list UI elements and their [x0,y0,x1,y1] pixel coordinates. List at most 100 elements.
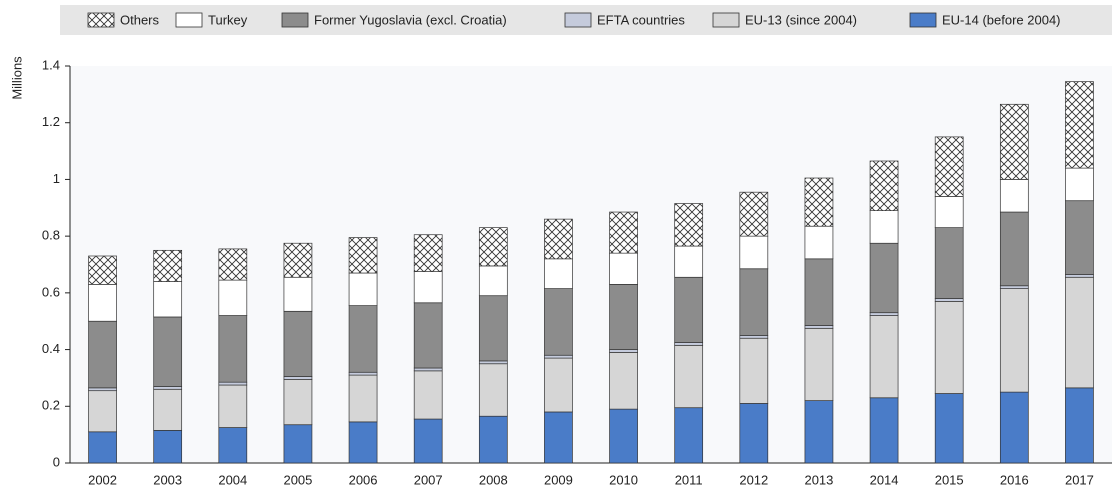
y-tick-label: 1.2 [42,114,60,129]
bar-segment [218,315,248,383]
bar-segment [934,196,964,228]
bar-segment [348,305,378,373]
bar-segment [674,407,704,464]
bar-segment [478,295,508,362]
bar-segment [674,245,704,278]
bar-segment [544,288,573,356]
bar-segment [478,360,508,365]
bar-segment [934,227,964,299]
bar-segment [478,415,508,464]
y-tick-label: 0 [53,454,60,469]
x-tick-label: 2012 [739,472,768,487]
bar-segment [348,237,378,274]
bar-segment [348,272,378,306]
bar-segment [934,393,964,464]
bar-segment [739,235,769,270]
legend-label: EFTA countries [597,12,685,27]
x-tick-label: 2003 [153,472,182,487]
legend-label: Former Yugoslavia (excl. Croatia) [314,12,507,27]
bar-segment [283,378,313,426]
bar-segment [999,285,1029,289]
bar-segment [283,376,313,380]
y-tick-label: 0.6 [42,284,60,299]
bar-segment [674,342,704,346]
bar-segment [413,367,443,372]
bar-segment [88,431,117,464]
legend-swatch [564,12,592,28]
bar-segment [153,430,183,464]
bar-segment [674,344,704,409]
bar-segment [153,388,183,431]
bar-segment [544,354,573,359]
bar-segment [999,288,1029,393]
bar-segment [218,381,248,386]
y-tick-label: 0.2 [42,398,60,413]
legend-label: Turkey [208,12,248,27]
bar-segment [1065,81,1094,169]
x-tick-label: 2017 [1065,472,1094,487]
bar-segment [283,424,313,464]
bar-segment [999,211,1029,287]
bar-segment [999,391,1029,464]
bar-segment [218,384,248,428]
legend-swatch [175,12,203,28]
x-tick-label: 2016 [1000,472,1029,487]
bar-segment [478,227,508,267]
bar-segment [413,271,443,304]
bar-segment [804,225,834,260]
x-tick-label: 2006 [349,472,378,487]
bar-segment [739,337,769,404]
x-tick-label: 2008 [479,472,508,487]
bar-segment [869,397,899,464]
x-tick-label: 2007 [414,472,443,487]
x-tick-label: 2010 [609,472,638,487]
bar-segment [218,279,248,316]
bar-segment [544,258,573,289]
y-tick-label: 0.8 [42,228,60,243]
bar-segment [869,315,899,399]
bar-segment [609,211,638,254]
x-tick-label: 2015 [935,472,964,487]
bar-segment [153,249,183,282]
bar-segment [999,103,1029,180]
bar-segment [609,284,638,350]
bar-segment [609,252,638,285]
bar-segment [283,276,313,312]
bar-segment [739,191,769,237]
x-tick-label: 2009 [544,472,573,487]
legend-label: Others [120,12,160,27]
x-tick-label: 2002 [88,472,117,487]
bar-segment [869,242,899,314]
bar-segment [869,210,899,244]
x-tick-label: 2005 [283,472,312,487]
bar-segment [804,325,834,329]
bar-segment [934,301,964,394]
bar-segment [804,258,834,326]
bar-segment [869,312,899,316]
bar-segment [218,248,248,281]
bar-segment [804,327,834,401]
bar-segment [934,298,964,302]
y-tick-label: 1 [53,171,60,186]
x-tick-label: 2013 [804,472,833,487]
bar-segment [934,136,964,197]
bar-segment [674,276,704,343]
bar-segment [153,281,183,318]
bar-segment [88,320,117,389]
bar-segment [869,160,899,211]
bar-segment [609,408,638,464]
bar-segment [544,218,573,260]
y-tick-label: 1.4 [42,57,60,72]
y-tick-label: 0.4 [42,341,60,356]
bar-segment [413,234,443,272]
legend-label: EU-14 (before 2004) [942,12,1061,27]
bar-segment [283,242,313,278]
bar-segment [544,411,573,464]
bar-segment [153,386,183,390]
bar-segment [283,310,313,377]
bar-segment [609,352,638,410]
bar-segment [544,357,573,413]
x-tick-label: 2004 [218,472,247,487]
bar-segment [1065,167,1094,202]
